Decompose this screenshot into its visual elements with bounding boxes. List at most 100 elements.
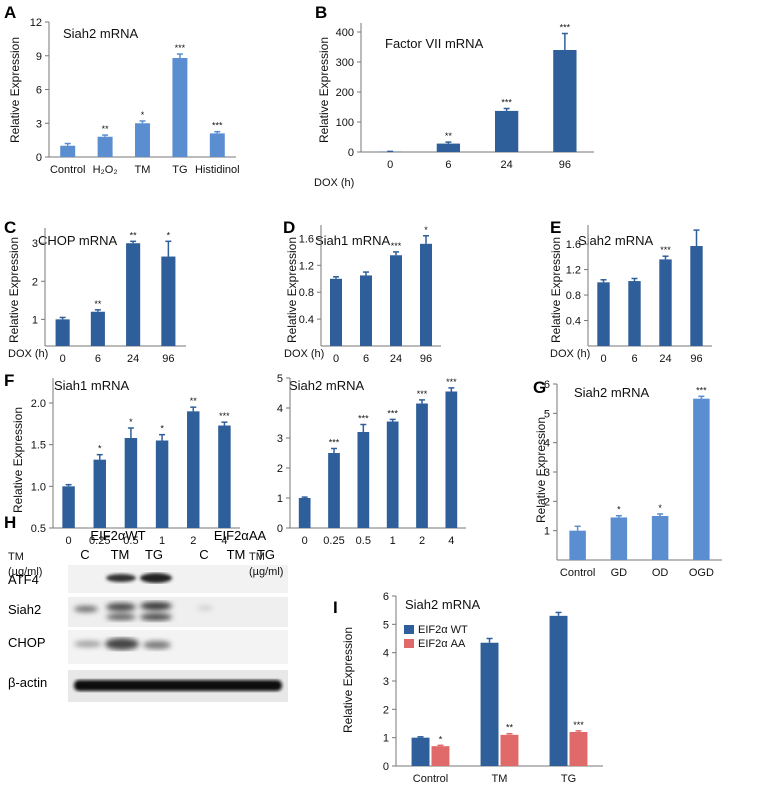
y-tick-label: 1: [277, 493, 283, 505]
y-tick-label: 3: [383, 676, 389, 688]
bar: [298, 498, 311, 528]
x-tick-label: OD: [652, 567, 669, 579]
x-tick-label: 6: [445, 159, 451, 171]
x-tick-label: 96: [559, 159, 571, 171]
y-tick-label: 1.2: [299, 260, 314, 272]
bar: [693, 398, 710, 560]
y-tick-label: 3: [277, 433, 283, 445]
significance-label: ***: [391, 241, 402, 251]
chart-title: Siah2 mRNA: [574, 385, 649, 400]
y-tick-label: 0: [36, 152, 42, 164]
significance-label: **: [130, 230, 138, 240]
blot-lane-label: TG: [145, 547, 163, 562]
chart-b: B Factor VII mRNA Relative Expression 0 100 2…: [314, 3, 594, 189]
x-tick-label: 96: [690, 353, 702, 365]
chart-f1: F Siah1 mRNA Relative Expression 0.5 1.0 1.5 2…: [4, 371, 240, 578]
bar: [218, 425, 231, 528]
blot-row-label: ATF4: [8, 572, 39, 587]
y-tick-label: 1.5: [31, 440, 46, 452]
x-tick-label: 6: [95, 353, 101, 365]
bar: [172, 58, 188, 157]
significance-label: *: [98, 444, 102, 454]
y-tick-label: 0.4: [566, 316, 581, 328]
chart-title: Siah2 mRNA: [578, 233, 653, 248]
x-tick-label: 0: [66, 535, 72, 547]
blot-lane-label: TG: [257, 547, 275, 562]
y-axis-label: Relative Expression: [534, 417, 548, 523]
chart-e: E Siah2 mRNA Relative Expression 0.4 0.8 1.2 1…: [549, 218, 712, 365]
significance-label: ***: [219, 411, 230, 421]
significance-label: *: [617, 505, 621, 515]
y-tick-label: 2: [32, 276, 38, 288]
y-tick-label: 0: [277, 523, 283, 535]
bar: [155, 440, 169, 528]
x-tick-label: 96: [420, 353, 432, 365]
bar: [97, 136, 113, 157]
y-tick-label: 1.0: [31, 481, 46, 493]
chart-a: A Siah2 mRNA Relative Expression 0 3 6 9 12 Cont…: [4, 3, 240, 176]
significance-label: ***: [660, 245, 671, 255]
chart-title: Siah1 mRNA: [54, 378, 129, 393]
bar: [386, 421, 399, 528]
y-axis-label: Relative Expression: [285, 237, 299, 343]
x-tick-label: 0.25: [323, 535, 344, 547]
bar: [628, 281, 641, 346]
blot-bands-siah2: [74, 602, 213, 621]
y-tick-label: 6: [383, 591, 389, 603]
x-axis-prefix: TM: [249, 551, 265, 563]
y-tick-label: 1.6: [566, 239, 581, 251]
panel-letter: I: [333, 598, 338, 617]
x-tick-label: 0: [387, 159, 393, 171]
significance-label: *: [658, 503, 662, 513]
y-tick-label: 300: [336, 57, 354, 69]
x-tick-label: GD: [611, 567, 628, 579]
x-tick-label: Control: [413, 773, 448, 785]
x-tick-label: 6: [363, 353, 369, 365]
y-tick-label: 3: [36, 118, 42, 130]
bar: [610, 517, 628, 560]
chart-f2: Siah2 mRNA 0 1 2 3 4 5 0 0.25 *** 0.5 *** 1 *** 2 *** 4 *…: [249, 373, 466, 578]
bar: [90, 311, 105, 346]
blot-row-label: β-actin: [8, 675, 47, 690]
y-tick-label: 3: [32, 238, 38, 250]
y-tick-label: 1: [544, 526, 550, 538]
panel-letter: E: [550, 218, 561, 237]
x-tick-label: 24: [659, 353, 671, 365]
x-axis-prefix: (µg/ml): [249, 566, 283, 578]
bar: [62, 486, 75, 528]
x-tick-label: 2: [419, 535, 425, 547]
bar: [135, 123, 150, 157]
y-tick-label: 0.8: [299, 287, 314, 299]
bar: [494, 110, 519, 152]
blot-row-label: CHOP: [8, 635, 46, 650]
x-tick-label: 4: [448, 535, 454, 547]
y-tick-label: 0.4: [299, 314, 314, 326]
bar: [124, 438, 138, 528]
panel-letter: F: [4, 371, 14, 390]
x-tick-label: 0.5: [123, 535, 138, 547]
significance-label: ***: [501, 98, 512, 108]
significance-label: *: [439, 734, 443, 744]
y-tick-label: 1.2: [566, 265, 581, 277]
significance-label: ***: [329, 438, 340, 448]
y-tick-label: 1: [32, 314, 38, 326]
bar: [500, 734, 519, 766]
bar: [651, 516, 669, 560]
blot-group-aa: EIF2αAA: [214, 528, 267, 543]
x-tick-label: 2: [190, 535, 196, 547]
blot-strip-atf4: [68, 565, 288, 593]
blot-lane-label: TM: [111, 547, 130, 562]
bar: [420, 243, 432, 346]
x-tick-label: 24: [501, 159, 513, 171]
chart-title: Factor VII mRNA: [385, 36, 484, 51]
significance-label: ***: [358, 414, 369, 424]
significance-label: ***: [212, 121, 223, 131]
significance-label: **: [94, 299, 102, 309]
legend-entry: EIF2α AA: [418, 638, 466, 650]
y-tick-label: 2: [544, 496, 550, 508]
bar: [55, 319, 70, 346]
x-tick-label: TM: [135, 164, 151, 176]
y-tick-label: 12: [30, 17, 42, 29]
chart-title: Siah1 mRNA: [315, 233, 390, 248]
